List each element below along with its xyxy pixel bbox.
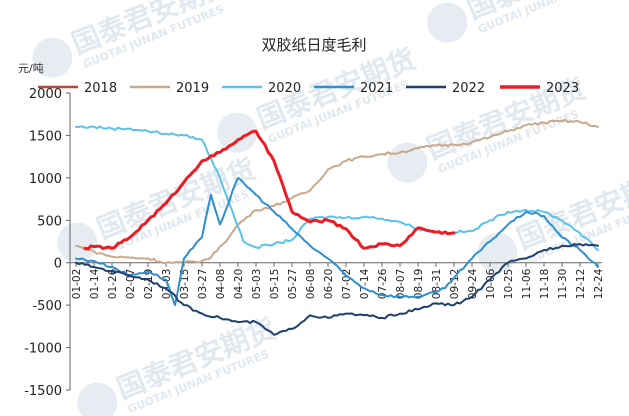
x-tick-label: 08-31 [431, 269, 443, 300]
x-tick-label: 01-02 [71, 269, 83, 300]
y-tick-label: 0 [54, 257, 62, 272]
legend-item: 2019 [130, 81, 209, 96]
x-tick-label: 02-19 [143, 269, 155, 300]
x-tick-label: 11-18 [539, 269, 551, 300]
legend-item: 2018 [38, 81, 117, 96]
legend-label: 2023 [546, 81, 579, 96]
x-tick-label: 05-03 [251, 269, 263, 300]
x-tick-label: 12-24 [593, 268, 605, 299]
x-tick-label: 04-20 [233, 269, 245, 300]
x-tick-label: 11-06 [521, 268, 533, 299]
legend-label: 2021 [360, 81, 393, 96]
x-tick-label: 07-14 [359, 268, 371, 299]
series-line-2022 [75, 243, 599, 336]
y-tick-label: -1000 [24, 342, 62, 357]
y-tick-label: -1500 [24, 384, 62, 399]
x-tick-label: 12-12 [575, 269, 587, 300]
y-unit-label: 元/吨 [18, 62, 44, 75]
legend-item: 2021 [314, 81, 393, 96]
series-line-2023 [83, 129, 456, 251]
x-tick-label: 08-19 [413, 269, 425, 300]
x-tick-label: 06-08 [305, 269, 317, 300]
x-tick-label: 09-12 [449, 269, 461, 300]
series-line-2020 [75, 125, 599, 251]
legend-label: 2020 [268, 81, 301, 96]
axes: 2000 1500 1000 500 0 -500 -1000 -1500 01-02 01-14… [24, 87, 605, 399]
legend-label: 2022 [452, 81, 485, 96]
x-tick-label: 08-07 [395, 269, 407, 300]
x-tick-label: 11-30 [557, 269, 569, 300]
y-tick-label: 500 [37, 214, 62, 229]
series-line-2021 [75, 176, 599, 307]
x-tick-label: 05-27 [287, 269, 299, 300]
y-tick-label: -500 [32, 299, 62, 314]
legend: 2018 2019 2020 2021 2022 2023 [38, 81, 579, 96]
series-layer [75, 119, 599, 336]
x-tick-label: 07-26 [377, 268, 389, 299]
y-tick-label: 1500 [29, 129, 62, 144]
x-tick-label: 03-15 [179, 269, 191, 300]
y-tick-label: 2000 [29, 87, 62, 102]
legend-item: 2023 [500, 81, 579, 96]
x-tick-label: 01-26 [107, 268, 119, 299]
x-tick-label: 10-25 [503, 269, 515, 300]
y-tick-label: 1000 [29, 172, 62, 187]
x-tick-label: 01-14 [89, 268, 101, 299]
x-tick-label: 04-08 [215, 269, 227, 300]
legend-label: 2019 [176, 81, 209, 96]
legend-item: 2022 [406, 81, 485, 96]
series-line-2019 [75, 119, 599, 264]
legend-item: 2020 [222, 81, 301, 96]
x-tick-label: 03-27 [197, 269, 209, 300]
x-tick-label: 06-20 [323, 269, 335, 300]
legend-label: 2018 [84, 81, 117, 96]
chart-title: 双胶纸日度毛利 [261, 36, 366, 54]
x-tick-label: 07-02 [341, 269, 353, 300]
x-tick-label: 05-15 [269, 269, 281, 300]
